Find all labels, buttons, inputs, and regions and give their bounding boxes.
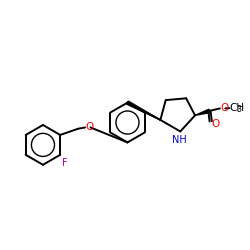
Text: O: O	[211, 119, 220, 129]
Text: F: F	[62, 158, 68, 168]
Text: 3: 3	[236, 106, 242, 114]
Text: O: O	[220, 103, 229, 113]
Text: O: O	[86, 122, 94, 132]
Polygon shape	[195, 109, 210, 115]
Text: CH: CH	[230, 103, 245, 113]
Polygon shape	[127, 101, 160, 120]
Text: NH: NH	[172, 135, 186, 145]
